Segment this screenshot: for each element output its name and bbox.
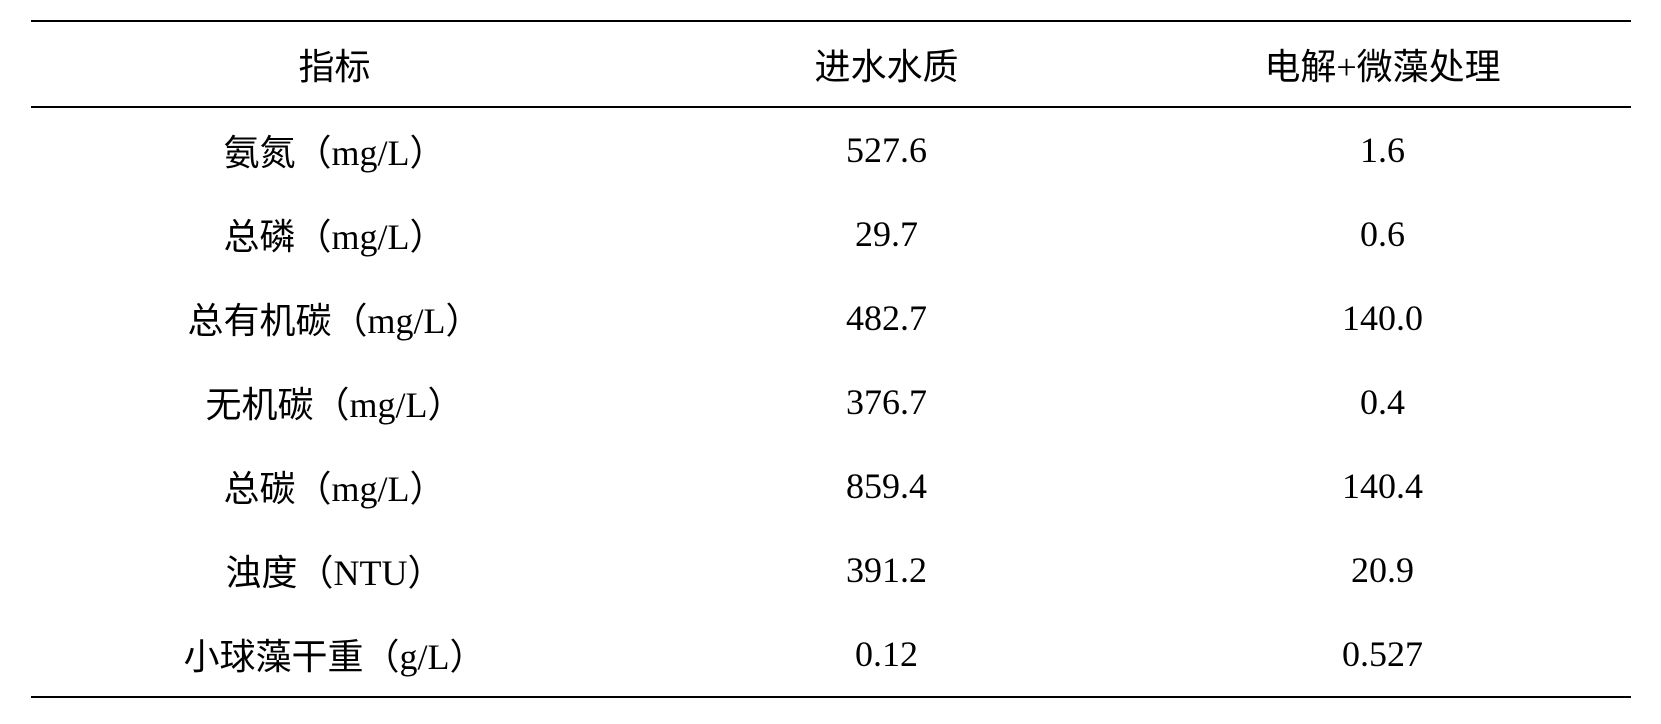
cell-influent: 859.4 [639, 444, 1135, 528]
header-indicator: 指标 [31, 21, 639, 107]
cell-indicator: 总有机碳（mg/L） [31, 276, 639, 360]
cell-treatment: 1.6 [1135, 107, 1631, 192]
cell-treatment: 0.6 [1135, 192, 1631, 276]
cell-indicator: 无机碳（mg/L） [31, 360, 639, 444]
data-table: 指标 进水水质 电解+微藻处理 氨氮（mg/L） 527.6 1.6 总磷（mg… [31, 20, 1631, 698]
header-treatment: 电解+微藻处理 [1135, 21, 1631, 107]
data-table-container: 指标 进水水质 电解+微藻处理 氨氮（mg/L） 527.6 1.6 总磷（mg… [31, 20, 1631, 698]
table-row: 总有机碳（mg/L） 482.7 140.0 [31, 276, 1631, 360]
header-influent: 进水水质 [639, 21, 1135, 107]
cell-indicator: 总磷（mg/L） [31, 192, 639, 276]
cell-treatment: 0.4 [1135, 360, 1631, 444]
cell-treatment: 140.0 [1135, 276, 1631, 360]
cell-indicator: 小球藻干重（g/L） [31, 612, 639, 697]
table-row: 无机碳（mg/L） 376.7 0.4 [31, 360, 1631, 444]
cell-indicator: 浊度（NTU） [31, 528, 639, 612]
table-row: 浊度（NTU） 391.2 20.9 [31, 528, 1631, 612]
cell-influent: 376.7 [639, 360, 1135, 444]
table-row: 总磷（mg/L） 29.7 0.6 [31, 192, 1631, 276]
table-header-row: 指标 进水水质 电解+微藻处理 [31, 21, 1631, 107]
cell-indicator: 总碳（mg/L） [31, 444, 639, 528]
table-row: 总碳（mg/L） 859.4 140.4 [31, 444, 1631, 528]
cell-influent: 0.12 [639, 612, 1135, 697]
cell-indicator: 氨氮（mg/L） [31, 107, 639, 192]
cell-influent: 527.6 [639, 107, 1135, 192]
table-row: 氨氮（mg/L） 527.6 1.6 [31, 107, 1631, 192]
cell-influent: 482.7 [639, 276, 1135, 360]
cell-treatment: 140.4 [1135, 444, 1631, 528]
cell-treatment: 20.9 [1135, 528, 1631, 612]
cell-influent: 29.7 [639, 192, 1135, 276]
table-row: 小球藻干重（g/L） 0.12 0.527 [31, 612, 1631, 697]
cell-treatment: 0.527 [1135, 612, 1631, 697]
cell-influent: 391.2 [639, 528, 1135, 612]
